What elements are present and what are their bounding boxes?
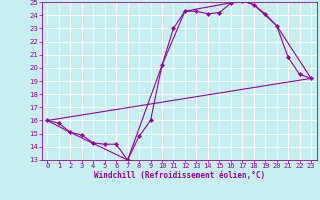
X-axis label: Windchill (Refroidissement éolien,°C): Windchill (Refroidissement éolien,°C) xyxy=(94,171,265,180)
